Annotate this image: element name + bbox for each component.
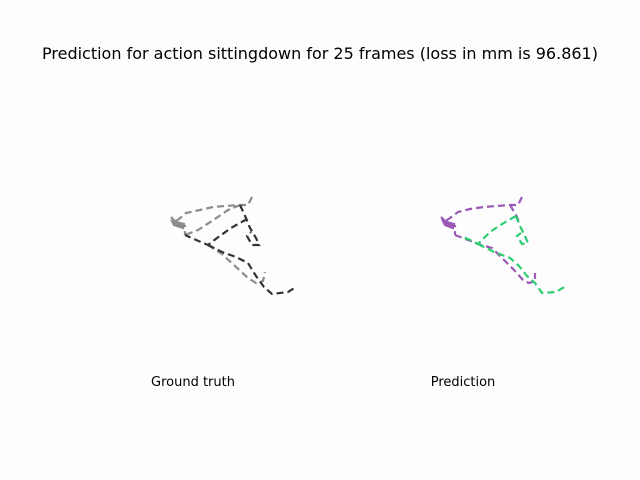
gt-torso (184, 218, 248, 247)
pred-torso (509, 204, 522, 225)
figure-title: Prediction for action sittingdown for 25… (42, 44, 598, 63)
pred-left-arm (443, 196, 523, 223)
gt-right-leg (207, 244, 297, 296)
pred-spine (454, 233, 537, 285)
gt-spine (184, 203, 241, 237)
ground-truth-skeleton (169, 196, 297, 296)
prediction-caption: Prediction (430, 375, 496, 390)
pred-right-arm (514, 215, 530, 246)
gt-left-arm (172, 196, 253, 224)
prediction-skeleton (440, 196, 567, 295)
pred-right-leg (477, 243, 567, 295)
pred-head-marker (440, 219, 456, 230)
gt-left-leg (207, 244, 267, 285)
ground-truth-caption: Ground truth (151, 375, 235, 390)
pred-upper-torso (462, 215, 517, 246)
gt-head-marker (169, 219, 186, 230)
gt-right-arm (239, 204, 261, 247)
